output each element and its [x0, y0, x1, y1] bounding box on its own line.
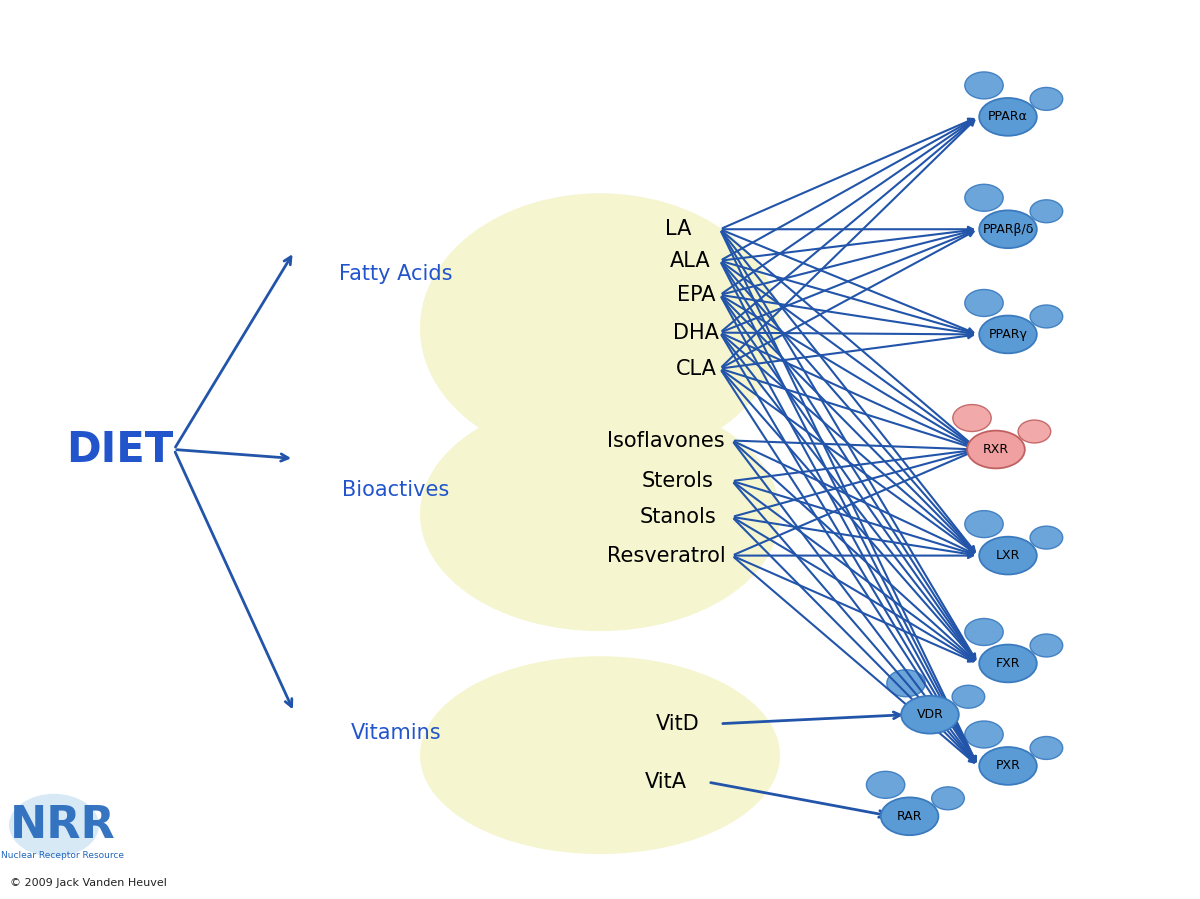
Text: FXR: FXR: [996, 657, 1020, 670]
Text: © 2009 Jack Vanden Heuvel: © 2009 Jack Vanden Heuvel: [10, 877, 167, 888]
Ellipse shape: [420, 397, 780, 631]
Text: PXR: PXR: [996, 760, 1020, 772]
Ellipse shape: [965, 619, 1003, 645]
Ellipse shape: [887, 670, 925, 697]
Ellipse shape: [420, 656, 780, 854]
Text: Bioactives: Bioactives: [342, 480, 450, 500]
Ellipse shape: [1018, 420, 1051, 443]
Ellipse shape: [979, 316, 1037, 353]
Text: Sterols: Sterols: [642, 471, 714, 491]
Text: DHA: DHA: [673, 323, 719, 343]
Ellipse shape: [881, 797, 938, 835]
Text: VitD: VitD: [656, 714, 700, 734]
Text: VDR: VDR: [917, 708, 943, 721]
Text: CLA: CLA: [676, 359, 716, 378]
Ellipse shape: [1030, 526, 1063, 549]
Text: RAR: RAR: [896, 810, 923, 823]
Text: Stanols: Stanols: [640, 507, 716, 527]
Ellipse shape: [1030, 87, 1063, 111]
Ellipse shape: [965, 289, 1003, 316]
Ellipse shape: [965, 72, 1003, 99]
Text: LXR: LXR: [996, 549, 1020, 562]
Text: Resveratrol: Resveratrol: [607, 546, 725, 565]
Text: Fatty Acids: Fatty Acids: [340, 264, 452, 284]
Ellipse shape: [952, 685, 985, 708]
Ellipse shape: [965, 184, 1003, 211]
Text: EPA: EPA: [677, 285, 715, 305]
Text: Vitamins: Vitamins: [350, 723, 442, 743]
Ellipse shape: [420, 193, 780, 463]
Ellipse shape: [953, 405, 991, 432]
Ellipse shape: [931, 787, 965, 810]
Text: DIET: DIET: [66, 429, 174, 470]
Text: PPARα: PPARα: [988, 111, 1028, 123]
Ellipse shape: [1030, 200, 1063, 223]
Ellipse shape: [979, 747, 1037, 785]
Text: LA: LA: [665, 219, 691, 239]
Text: PPARγ: PPARγ: [989, 328, 1027, 341]
Ellipse shape: [901, 696, 959, 734]
Ellipse shape: [1030, 634, 1063, 657]
Text: VitA: VitA: [646, 772, 688, 792]
Ellipse shape: [1030, 736, 1063, 760]
Ellipse shape: [979, 645, 1037, 682]
Ellipse shape: [979, 210, 1037, 248]
Ellipse shape: [866, 771, 905, 798]
Text: PPARβ/δ: PPARβ/δ: [983, 223, 1033, 236]
Ellipse shape: [10, 794, 98, 857]
Ellipse shape: [965, 511, 1003, 538]
Text: Isoflavones: Isoflavones: [607, 431, 725, 450]
Text: NRR: NRR: [10, 804, 115, 847]
Text: ALA: ALA: [670, 251, 710, 271]
Text: Nuclear Receptor Resource: Nuclear Receptor Resource: [1, 851, 124, 860]
Ellipse shape: [979, 98, 1037, 136]
Text: RXR: RXR: [983, 443, 1009, 456]
Ellipse shape: [967, 431, 1025, 468]
Ellipse shape: [979, 537, 1037, 574]
Ellipse shape: [1030, 305, 1063, 328]
Ellipse shape: [965, 721, 1003, 748]
